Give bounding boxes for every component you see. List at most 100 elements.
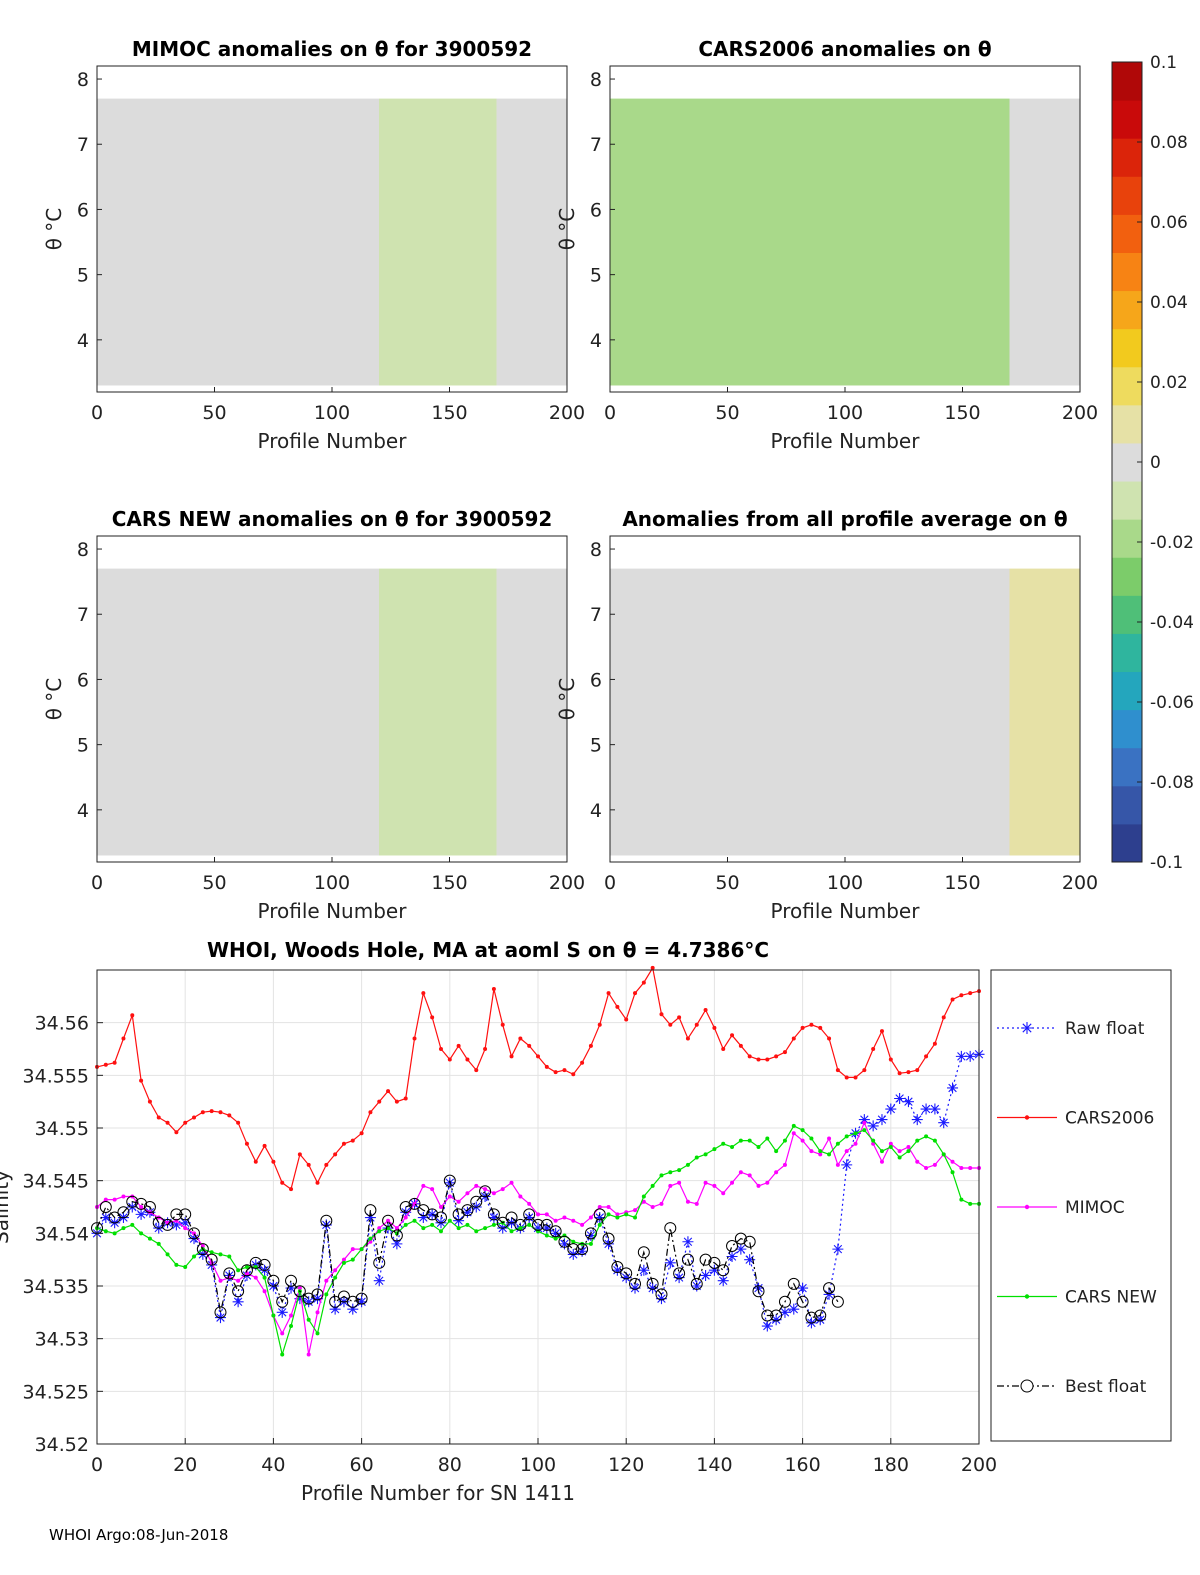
colorbar-segment xyxy=(1112,519,1142,558)
data-point xyxy=(267,1274,280,1287)
data-point xyxy=(183,1265,188,1270)
x-tick-label: 180 xyxy=(873,1454,909,1476)
data-point xyxy=(527,1201,532,1206)
data-point xyxy=(788,1303,800,1315)
data-point xyxy=(377,1099,382,1104)
data-point xyxy=(633,1215,638,1220)
x-tick-label: 50 xyxy=(202,872,226,894)
data-point xyxy=(717,1275,729,1287)
colorbar-tick-label: 0.02 xyxy=(1150,373,1188,393)
data-point xyxy=(523,1208,536,1221)
data-point xyxy=(576,1243,589,1256)
panel-title: CARS2006 anomalies on θ xyxy=(698,37,991,61)
data-point xyxy=(941,1152,946,1157)
data-point xyxy=(844,1075,849,1080)
colorbar-tick-label: 0 xyxy=(1150,453,1161,473)
data-point xyxy=(823,1288,835,1300)
data-point xyxy=(523,1212,535,1224)
data-point xyxy=(386,1218,391,1223)
data-point xyxy=(218,1110,223,1115)
data-point xyxy=(602,1232,615,1245)
data-point xyxy=(668,1183,673,1188)
colorbar-tick-label: -0.02 xyxy=(1150,533,1194,553)
colorbar-tick-label: 0.04 xyxy=(1150,293,1188,313)
data-point xyxy=(518,1036,523,1041)
data-point xyxy=(341,1260,346,1265)
x-tick-label: 100 xyxy=(827,402,863,424)
data-point xyxy=(536,1054,540,1059)
data-point xyxy=(553,1070,558,1075)
data-point xyxy=(103,1197,108,1202)
data-point xyxy=(553,1236,558,1241)
data-point xyxy=(885,1103,897,1115)
legend-marker xyxy=(1024,1294,1030,1299)
data-point xyxy=(527,1043,532,1048)
data-point xyxy=(544,1064,549,1069)
x-tick-label: 0 xyxy=(91,1454,103,1476)
data-point xyxy=(841,1159,853,1171)
data-point xyxy=(968,1201,973,1206)
colorbar-segment xyxy=(1112,709,1142,749)
data-point xyxy=(744,1254,756,1266)
data-point xyxy=(359,1131,364,1136)
x-tick-label: 100 xyxy=(314,872,350,894)
panel-title: CARS NEW anomalies on θ for 3900592 xyxy=(112,507,553,531)
data-point xyxy=(192,1254,197,1259)
data-point xyxy=(950,1159,955,1164)
data-point xyxy=(929,1103,941,1115)
panel-title: MIMOC anomalies on θ for 3900592 xyxy=(132,37,532,61)
data-point xyxy=(668,1170,673,1175)
data-point xyxy=(491,986,496,991)
data-point xyxy=(421,1183,426,1188)
data-point xyxy=(417,1212,429,1224)
data-point xyxy=(950,997,955,1002)
data-point xyxy=(337,1290,350,1303)
data-point xyxy=(594,1212,606,1224)
y-tick-label: 8 xyxy=(77,69,89,91)
data-point xyxy=(685,1199,690,1204)
data-point xyxy=(403,1222,408,1227)
data-point xyxy=(629,1277,642,1290)
x-axis-label: Profile Number xyxy=(771,429,921,453)
data-point xyxy=(403,1096,408,1101)
data-point xyxy=(597,1205,602,1209)
legend-marker xyxy=(1020,1379,1034,1393)
y-tick-label: 5 xyxy=(77,735,89,757)
y-tick-label: 6 xyxy=(77,199,89,221)
data-point xyxy=(932,1138,937,1143)
data-point xyxy=(844,1134,849,1139)
colorbar-segment xyxy=(1112,62,1142,101)
data-point xyxy=(562,1215,567,1220)
data-point xyxy=(924,1054,929,1059)
data-point xyxy=(368,1236,373,1241)
data-point xyxy=(170,1219,182,1231)
data-point xyxy=(553,1218,558,1223)
data-point xyxy=(394,1226,399,1231)
data-point xyxy=(447,1194,452,1199)
y-tick-label: 34.545 xyxy=(23,1171,89,1193)
colorbar-segment xyxy=(1112,328,1142,368)
y-tick-label: 4 xyxy=(590,330,602,352)
data-point xyxy=(276,1306,288,1318)
colorbar: 0.1 0.08 0.06 0.04 0.02 0 -0.02 -0.04 -0.06 -0.08… xyxy=(1111,53,1194,873)
data-point xyxy=(289,1324,294,1329)
data-point xyxy=(761,1320,773,1332)
colorbar-segment xyxy=(1112,481,1142,520)
colorbar-tick-label: -0.06 xyxy=(1150,693,1194,713)
data-point xyxy=(483,1187,488,1192)
data-point xyxy=(897,1071,902,1076)
data-point xyxy=(426,1208,439,1221)
data-point xyxy=(897,1155,902,1160)
legend-label: CARS2006 xyxy=(1065,1109,1154,1129)
data-point xyxy=(126,1195,139,1208)
data-point xyxy=(641,1194,646,1199)
data-point xyxy=(315,1310,320,1315)
colorbar-segment xyxy=(1112,290,1142,330)
data-point xyxy=(646,1277,659,1290)
data-point xyxy=(955,1050,967,1062)
data-point xyxy=(558,1238,570,1250)
panel-2: 0 50 100 150 200 4 5 6 7 8 CARS2006 anomalies on θ… xyxy=(555,37,1098,453)
y-tick-label: 34.53 xyxy=(35,1329,89,1351)
